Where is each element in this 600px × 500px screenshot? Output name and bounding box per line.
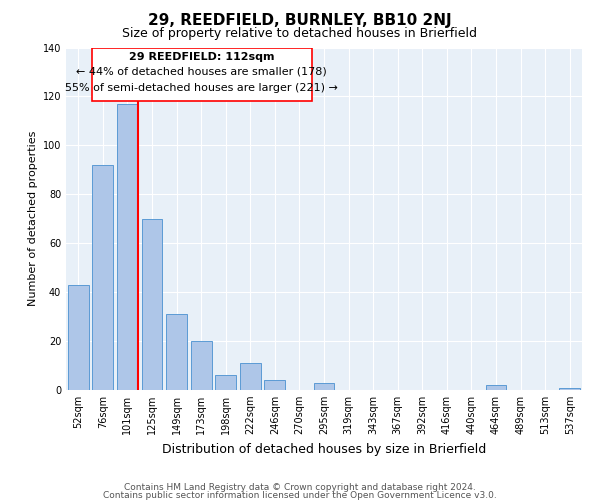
Bar xyxy=(142,219,163,390)
Bar xyxy=(215,376,236,390)
Bar xyxy=(485,385,506,390)
Bar xyxy=(559,388,580,390)
Y-axis label: Number of detached properties: Number of detached properties xyxy=(28,131,38,306)
Text: 55% of semi-detached houses are larger (221) →: 55% of semi-detached houses are larger (… xyxy=(65,83,338,93)
Bar xyxy=(314,382,334,390)
Bar xyxy=(117,104,138,390)
Bar xyxy=(68,285,89,390)
Text: Contains public sector information licensed under the Open Government Licence v3: Contains public sector information licen… xyxy=(103,492,497,500)
Text: 29, REEDFIELD, BURNLEY, BB10 2NJ: 29, REEDFIELD, BURNLEY, BB10 2NJ xyxy=(148,12,452,28)
Text: ← 44% of detached houses are smaller (178): ← 44% of detached houses are smaller (17… xyxy=(76,67,327,77)
Bar xyxy=(191,341,212,390)
Text: Contains HM Land Registry data © Crown copyright and database right 2024.: Contains HM Land Registry data © Crown c… xyxy=(124,483,476,492)
Bar xyxy=(92,165,113,390)
Bar xyxy=(265,380,286,390)
X-axis label: Distribution of detached houses by size in Brierfield: Distribution of detached houses by size … xyxy=(162,442,486,456)
Text: 29 REEDFIELD: 112sqm: 29 REEDFIELD: 112sqm xyxy=(129,52,275,62)
Text: Size of property relative to detached houses in Brierfield: Size of property relative to detached ho… xyxy=(122,28,478,40)
Bar xyxy=(240,363,261,390)
FancyBboxPatch shape xyxy=(92,48,312,102)
Bar xyxy=(166,314,187,390)
